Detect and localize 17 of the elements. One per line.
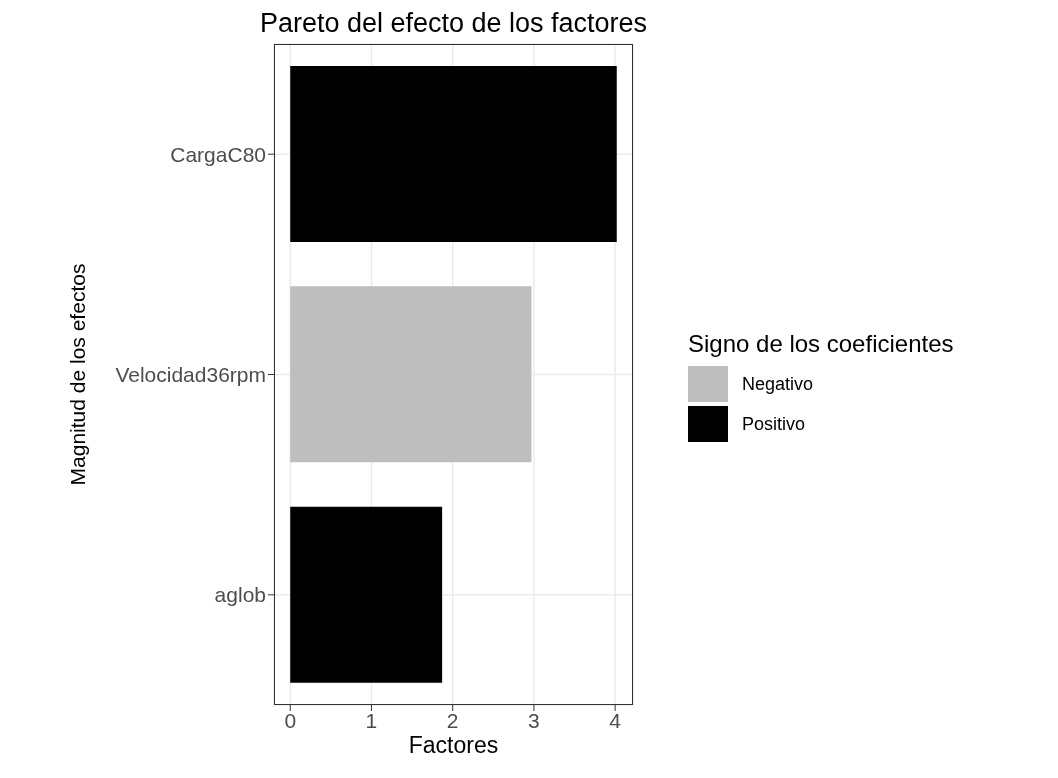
bar — [290, 506, 443, 683]
legend-label: Positivo — [742, 413, 806, 435]
x-tick-label: 2 — [446, 708, 459, 732]
y-axis-title: Magnitud de los efectos — [66, 263, 90, 486]
y-tick-label: aglob — [214, 583, 266, 607]
x-tick-label: 3 — [528, 708, 540, 732]
bar — [290, 66, 617, 243]
x-axis-title: Factores — [408, 732, 499, 758]
y-tick-label: Velocidad36rpm — [115, 362, 266, 386]
y-tick-label: CargaC80 — [170, 142, 266, 166]
x-tick-label: 0 — [284, 708, 297, 732]
chart-title: Pareto del efecto de los factores — [258, 8, 649, 38]
x-tick-label: 1 — [365, 708, 378, 732]
bar — [290, 286, 532, 463]
x-tick-label: 4 — [609, 708, 622, 732]
legend-label: Negativo — [742, 373, 814, 395]
legend-title: Signo de los coeficientes — [688, 330, 954, 358]
